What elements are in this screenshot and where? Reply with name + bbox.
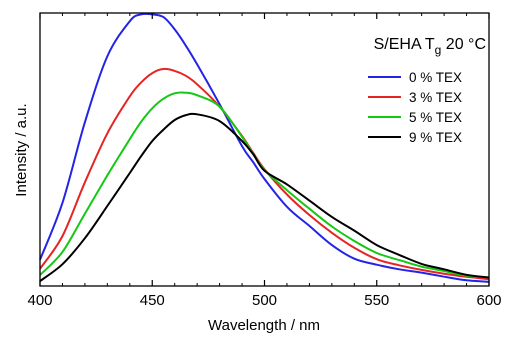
annotation-suffix: 20 °C: [441, 36, 486, 53]
legend-label-2: 5 % TEX: [409, 110, 462, 125]
x-tick-label: 600: [476, 292, 501, 309]
legend-label-0: 0 % TEX: [409, 70, 462, 85]
x-axis-ticks: 400 450 500 550 600: [27, 13, 502, 309]
x-tick-label: 550: [364, 292, 389, 309]
legend-label-3: 9 % TEX: [409, 130, 462, 145]
chart-annotation: S/EHA Tg 20 °C: [374, 36, 486, 57]
series-line-3: [39, 112, 490, 282]
legend: 0 % TEX 3 % TEX 5 % TEX 9 % TEX: [368, 70, 462, 145]
x-tick-label: 400: [27, 292, 52, 309]
series-line-2: [39, 91, 490, 279]
x-tick-label: 500: [252, 292, 277, 309]
y-axis-label: Intensity / a.u.: [13, 103, 30, 196]
series-line-0: [39, 12, 490, 283]
x-tick-label: 450: [140, 292, 165, 309]
x-axis-label: Wavelength / nm: [208, 317, 320, 334]
annotation-main: S/EHA T: [374, 36, 435, 53]
annotation-subscript: g: [435, 43, 442, 57]
series-lines: [39, 12, 490, 283]
legend-label-1: 3 % TEX: [409, 90, 462, 105]
